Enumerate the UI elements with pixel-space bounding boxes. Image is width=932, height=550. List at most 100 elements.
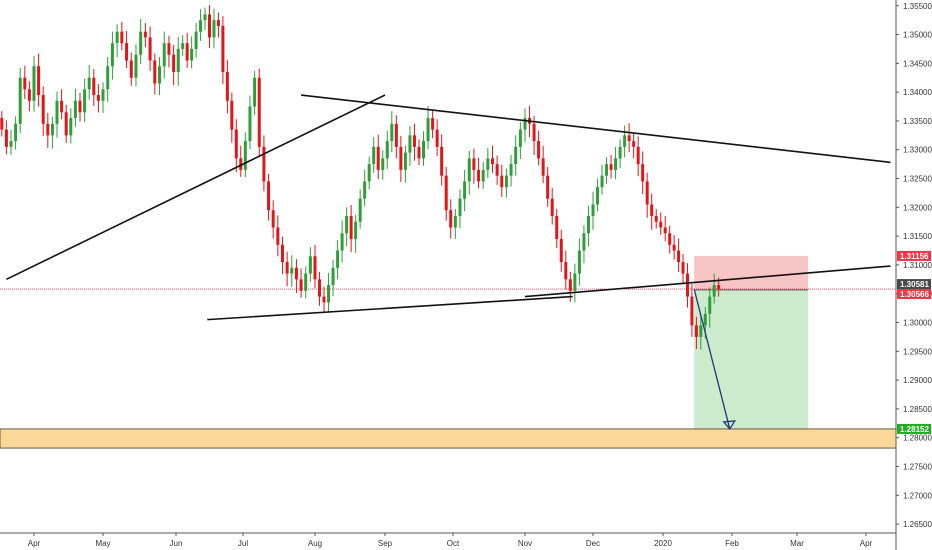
- breakout-line[interactable]: [524, 265, 891, 298]
- projection-arrow[interactable]: [693, 288, 731, 430]
- candle-body: [125, 43, 129, 61]
- candle-body: [600, 175, 604, 188]
- candle-body: [632, 141, 636, 147]
- candle-body: [221, 25, 225, 72]
- candle-body: [426, 118, 430, 142]
- candle-body: [550, 198, 554, 216]
- candle-body: [92, 77, 96, 96]
- candle-body: [304, 273, 308, 291]
- candle-body: [486, 158, 490, 170]
- price-tag: [897, 423, 931, 434]
- candle-body: [412, 135, 416, 147]
- zones-layer: [0, 255, 897, 449]
- candle-body: [390, 123, 394, 142]
- candle-body: [32, 66, 36, 101]
- candle-body: [9, 141, 13, 147]
- candle-body: [422, 141, 426, 159]
- upper-trendline[interactable]: [300, 94, 891, 164]
- candle-body: [308, 256, 312, 274]
- candle-body: [299, 279, 303, 291]
- price-tag-label: 1.28152: [900, 425, 929, 434]
- y-tick-label: 1.33000: [903, 146, 932, 155]
- x-tick-label: Apr: [28, 539, 41, 548]
- candle-body: [672, 244, 676, 251]
- lines-layer: [6, 94, 891, 431]
- candle-body: [194, 31, 198, 49]
- x-tick-label: Dec: [586, 539, 600, 548]
- candle-body: [120, 31, 124, 44]
- candle-body: [139, 31, 143, 55]
- lower-channel-line[interactable]: [207, 295, 573, 321]
- candle-body: [636, 146, 640, 165]
- candle-body: [645, 181, 649, 205]
- candle-body: [376, 146, 380, 170]
- candle-body: [504, 175, 508, 188]
- candle-body: [618, 146, 622, 159]
- candle-body: [60, 100, 64, 113]
- y-tick-label: 1.30000: [903, 319, 932, 328]
- y-tick-label: 1.31000: [903, 261, 932, 270]
- candle-body: [322, 296, 326, 303]
- candle-body: [573, 273, 577, 291]
- candle-body: [559, 239, 563, 263]
- x-tick-label: Feb: [725, 539, 739, 548]
- candle-body: [509, 164, 513, 176]
- candle-body: [641, 164, 645, 182]
- x-tick-label: Sep: [378, 539, 393, 548]
- y-tick-label: 1.34500: [903, 59, 932, 68]
- rising-trendline[interactable]: [6, 94, 386, 281]
- candle-body: [694, 325, 698, 337]
- candle-body: [106, 66, 110, 90]
- candle-body: [162, 43, 166, 67]
- candle-body: [96, 95, 100, 101]
- candle-body: [216, 20, 220, 26]
- candle-body: [225, 71, 229, 101]
- price-tag-label: 1.30581: [900, 280, 929, 289]
- candle-body: [577, 250, 581, 274]
- y-tick-label: 1.28500: [903, 405, 932, 414]
- x-tick-label: Jul: [238, 539, 248, 548]
- candle-body: [591, 204, 595, 216]
- candle-body: [659, 221, 663, 228]
- y-tick-label: 1.34000: [903, 88, 932, 97]
- candle-body: [403, 152, 407, 170]
- candle-body: [555, 215, 559, 240]
- candle-body: [129, 60, 133, 78]
- candle-body: [336, 250, 340, 268]
- candle-body: [568, 279, 572, 291]
- candle-body: [586, 215, 590, 234]
- candle-body: [699, 325, 703, 337]
- candle-body: [623, 135, 627, 147]
- candle-body: [532, 123, 536, 142]
- candle-body: [267, 181, 271, 211]
- y-tick-label: 1.35000: [903, 31, 932, 40]
- candle-body: [472, 158, 476, 170]
- candle-body: [514, 146, 518, 165]
- y-tick-label: 1.29500: [903, 347, 932, 356]
- candle-body: [708, 296, 712, 314]
- candle-body: [110, 43, 114, 67]
- candle-body: [444, 175, 448, 211]
- candle-body: [385, 141, 389, 159]
- y-tick-label: 1.27500: [903, 462, 932, 471]
- candle-body: [340, 233, 344, 251]
- price-axis: 1.35500 1.35000 1.34500 1.34000 1.33500 1.330…: [896, 2, 932, 529]
- candle-body: [18, 77, 22, 124]
- x-tick-label: Aug: [308, 539, 322, 548]
- candle-body: [212, 20, 216, 38]
- candle-body: [417, 146, 421, 159]
- candle-body: [614, 158, 618, 170]
- price-tag: [897, 250, 931, 261]
- candle-body: [153, 60, 157, 84]
- candle-body: [239, 158, 243, 170]
- candle-body: [14, 123, 18, 142]
- candle-body: [477, 169, 481, 182]
- candle-body: [518, 129, 522, 147]
- candle-body: [358, 198, 362, 222]
- candle-body: [345, 215, 349, 234]
- candle-body: [199, 20, 203, 32]
- candle-body: [55, 100, 59, 124]
- candle-body: [650, 204, 654, 216]
